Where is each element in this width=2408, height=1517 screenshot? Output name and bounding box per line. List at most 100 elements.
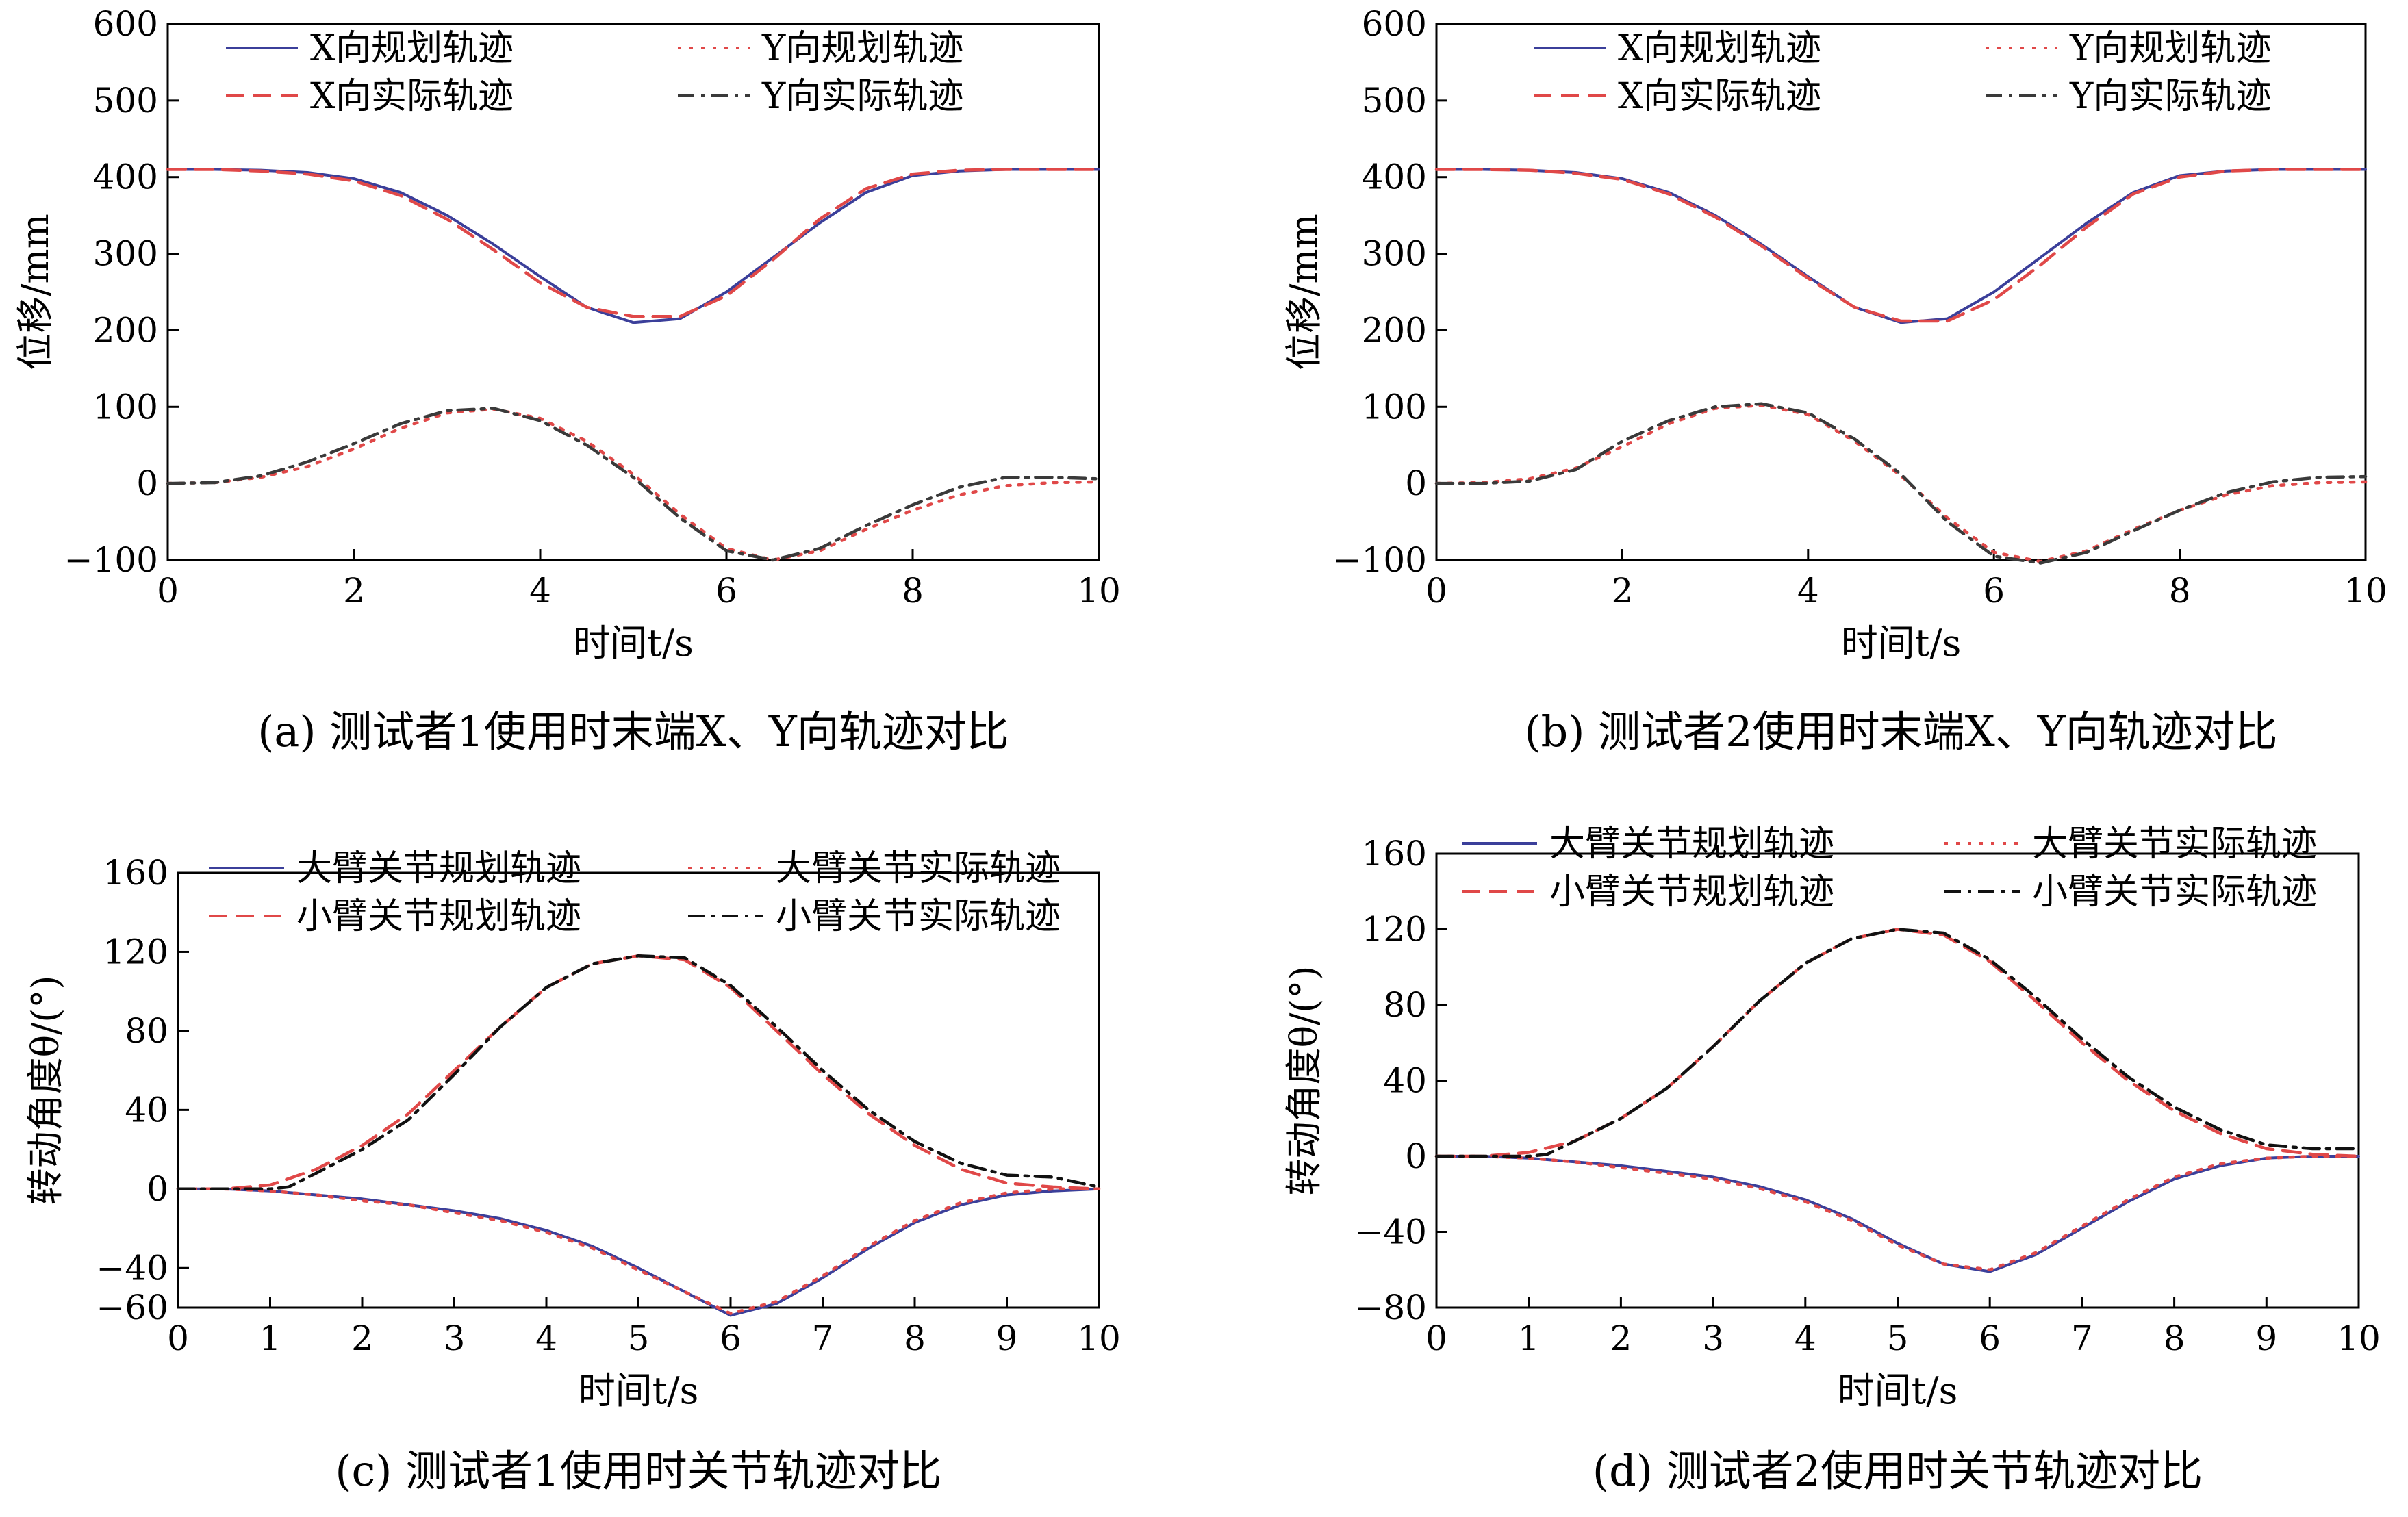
y-tick-label: 300 [1362,234,1427,274]
legend-label: 小臂关节实际轨迹 [776,896,1061,937]
y-tick-label: 80 [125,1011,168,1051]
legend-label: 大臂关节实际轨迹 [2032,824,2317,865]
legend-label: X向实际轨迹 [310,76,514,117]
y-tick-label: 120 [1362,910,1427,949]
series-line-2 [176,954,1101,1191]
y-tick-label: 500 [1362,81,1427,120]
x-axis-title: 时间t/s [579,1369,699,1412]
x-tick-label: 10 [2337,1318,2381,1358]
x-tick-label: 8 [902,571,924,611]
x-tick-label: 6 [720,1318,742,1358]
y-tick-label: 0 [1405,1136,1427,1176]
y-tick-label: 40 [1383,1061,1427,1101]
y-tick-label: −100 [64,540,158,580]
x-tick-label: 5 [1887,1318,1909,1358]
legend-label: Y向规划轨迹 [761,28,963,69]
y-tick-label: −40 [96,1248,168,1288]
y-tick-label: −80 [1354,1288,1427,1327]
series-line-2 [1434,928,2361,1158]
y-tick-label: −100 [1333,540,1427,580]
series-line-1 [166,407,1101,562]
x-tick-label: 8 [2169,571,2191,611]
legend-label: 小臂关节实际轨迹 [2032,871,2317,913]
y-tick-label: 0 [136,463,158,503]
chart-panel-3: 0 1 2 3 4 5 6 7 8 9 10 −80 −40 0 40 80 120 160 时间t/s 转动角度θ/… [1282,824,2381,1496]
x-tick-label: 1 [1518,1318,1540,1358]
legend-label: 小臂关节规划轨迹 [1549,871,1834,913]
series-line-3 [1434,402,2368,565]
y-tick-label: 300 [93,234,158,274]
series-line-1 [1434,1154,2361,1272]
x-tick-label: 1 [259,1318,281,1358]
y-tick-label: 40 [125,1090,168,1130]
y-tick-label: 400 [1362,157,1427,197]
legend-label: 大臂关节规划轨迹 [1549,824,1834,865]
x-tick-label: 4 [535,1318,557,1358]
plot-frame [166,23,1100,561]
x-tick-label: 2 [343,571,365,611]
series-line-0 [1435,1155,2360,1273]
x-tick-label: 3 [1702,1318,1724,1358]
x-tick-label: 6 [1979,1318,2001,1358]
legend-label: 小臂关节规划轨迹 [296,896,581,937]
x-axis-title: 时间t/s [573,622,694,665]
y-axis-title: 位移/mm [14,214,57,370]
series-line-3 [166,407,1101,562]
y-axis-title: 转动角度θ/(°) [1282,966,1326,1196]
panel-caption: (b) 测试者2使用时末端X、Y向轨迹对比 [1524,706,2277,756]
plot-frame [177,871,1100,1309]
legend-label: 大臂关节规划轨迹 [296,848,581,889]
y-tick-label: −60 [96,1288,168,1327]
x-tick-label: 4 [1797,571,1819,611]
legend-label: X向规划轨迹 [1618,28,1821,69]
panel-caption: (a) 测试者1使用时末端X、Y向轨迹对比 [257,706,1009,756]
legend-label: Y向规划轨迹 [2069,28,2271,69]
x-tick-label: 2 [1610,1318,1632,1358]
legend-label: X向实际轨迹 [1618,76,1821,117]
x-axis-title: 时间t/s [1841,622,1962,665]
x-tick-label: 7 [2071,1318,2093,1358]
x-tick-label: 2 [1611,571,1633,611]
y-axis-title: 转动角度θ/(°) [24,976,67,1206]
y-tick-label: 120 [103,932,168,971]
series-line-2 [166,168,1101,318]
x-tick-label: 0 [1425,1318,1447,1358]
x-tick-label: 9 [996,1318,1018,1358]
series-line-0 [177,1187,1100,1317]
legend-label: Y向实际轨迹 [761,76,963,117]
x-tick-label: 3 [444,1318,466,1358]
y-tick-label: 160 [103,853,168,893]
y-tick-label: 600 [1362,4,1427,44]
y-tick-label: 200 [93,310,158,350]
x-tick-label: 6 [1983,571,2005,611]
y-tick-label: 600 [93,4,158,44]
x-tick-label: 10 [1077,1318,1121,1358]
y-tick-label: −40 [1354,1212,1427,1252]
series-line-0 [1435,168,2367,324]
plot-frame [1435,23,2367,561]
y-tick-label: 0 [147,1169,168,1209]
y-tick-label: 200 [1362,310,1427,350]
legend-label: X向规划轨迹 [310,28,514,69]
y-tick-label: 100 [93,387,158,426]
y-axis-title: 位移/mm [1282,214,1326,370]
chart-panel-1: 0 2 4 6 8 10−1000100200300400500600时间t/s位移/mm… [1282,4,2387,756]
y-tick-label: 100 [1362,387,1427,426]
x-tick-label: 9 [2255,1318,2277,1358]
y-tick-label: 80 [1383,985,1427,1025]
y-tick-label: 160 [1362,834,1427,874]
series-line-2 [1434,168,2368,323]
x-tick-label: 0 [167,1318,189,1358]
series-line-3 [176,954,1101,1191]
x-tick-label: 10 [2344,571,2387,611]
series-line-1 [176,1187,1101,1315]
legend-label: 大臂关节实际轨迹 [776,848,1061,889]
x-axis-title: 时间t/s [1838,1369,1958,1412]
x-tick-label: 5 [628,1318,650,1358]
x-tick-label: 10 [1077,571,1121,611]
series-line-1 [1434,403,2368,563]
y-tick-label: 500 [93,81,158,120]
x-tick-label: 0 [157,571,179,611]
series-line-0 [166,168,1100,324]
